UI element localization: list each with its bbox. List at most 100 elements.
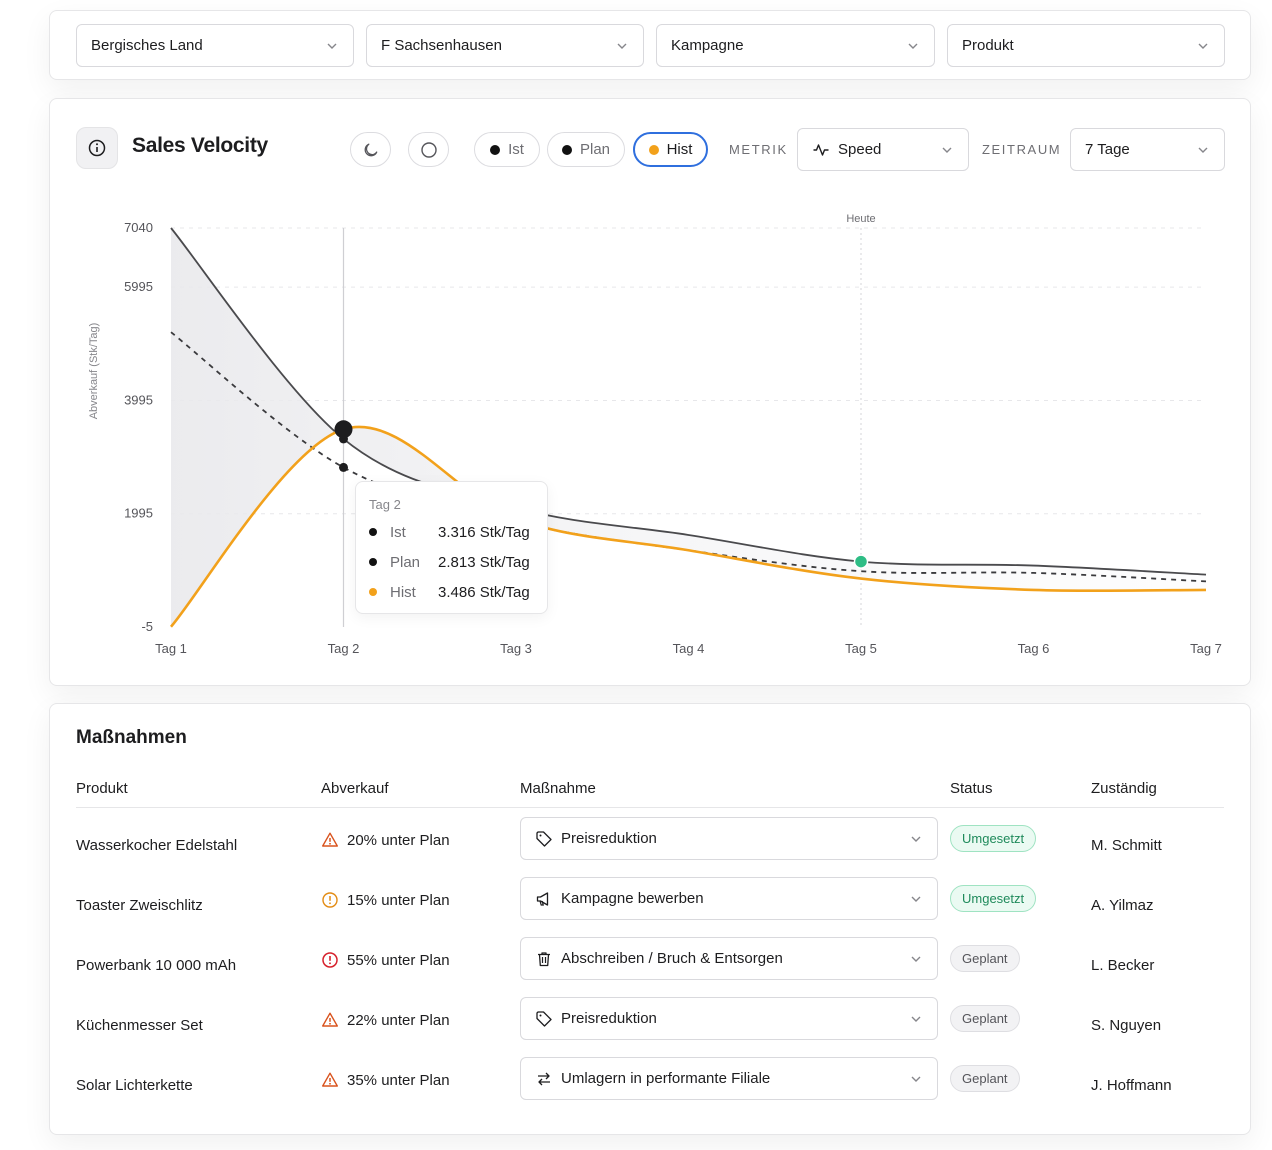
y-tick-label: 1995 xyxy=(124,506,153,521)
today-label: Heute xyxy=(846,213,875,225)
chevron-down-icon xyxy=(909,1012,923,1030)
x-tick-label: Tag 1 xyxy=(155,641,187,656)
sales-status: 35% unter Plan xyxy=(321,1071,450,1089)
table-row: Küchenmesser Set 22% unter Plan Preisreduk… xyxy=(50,997,1250,1057)
warning-triangle-icon xyxy=(321,1071,339,1089)
measures-card: Maßnahmen Produkt Abverkauf Maßnahme Sta… xyxy=(49,703,1251,1135)
product-name: Küchenmesser Set xyxy=(76,1017,203,1034)
metric-select[interactable]: Speed xyxy=(797,128,969,171)
today-marker xyxy=(853,554,869,569)
series-dot-plan xyxy=(561,144,572,155)
tooltip-dot xyxy=(369,588,377,596)
info-button[interactable] xyxy=(76,127,118,169)
series-line-hist xyxy=(170,425,1207,628)
store-select[interactable]: F Sachsenhausen xyxy=(366,24,644,67)
period-select[interactable]: 7 Tage xyxy=(1070,128,1225,171)
sales-status: 20% unter Plan xyxy=(321,831,450,849)
marker-hist xyxy=(334,420,353,439)
table-row: Solar Lichterkette 35% unter Plan Umlagern… xyxy=(50,1057,1250,1117)
metric-select-value: Speed xyxy=(838,141,882,158)
period-label: ZEITRAUM xyxy=(982,142,1062,157)
sales-status-text: 20% unter Plan xyxy=(347,831,450,849)
metric-label: METRIK xyxy=(729,142,788,157)
status-badge: Geplant xyxy=(950,945,1020,972)
y-tick-label: -5 xyxy=(141,619,153,634)
chevron-down-icon xyxy=(909,952,923,970)
chevron-down-icon xyxy=(325,39,339,53)
toggle-ist[interactable]: Ist xyxy=(474,132,540,167)
sales-status: 15% unter Plan xyxy=(321,891,450,909)
measures-title: Maßnahmen xyxy=(76,727,187,748)
trash-icon xyxy=(535,950,553,968)
status-badge: Geplant xyxy=(950,1005,1020,1032)
tag-icon xyxy=(535,830,553,848)
toggle-hist[interactable]: Hist xyxy=(633,132,708,167)
x-tick-label: Tag 5 xyxy=(845,641,877,656)
status-badge: Umgesetzt xyxy=(950,885,1037,912)
x-tick-label: Tag 3 xyxy=(500,641,532,656)
action-select[interactable]: Preisreduktion xyxy=(520,997,938,1040)
chevron-down-icon xyxy=(1196,39,1210,53)
tag-icon xyxy=(535,1010,553,1028)
period-select-value: 7 Tage xyxy=(1085,141,1130,158)
action-select-value: Abschreiben / Bruch & Entsorgen xyxy=(561,950,783,967)
megaphone-icon xyxy=(535,890,553,908)
chevron-down-icon xyxy=(909,892,923,910)
column-header-owner: Zuständig xyxy=(1091,780,1157,797)
sales-velocity-card: Sales Velocity Ist Plan Hist METRIK Spee… xyxy=(49,98,1251,686)
product-select-value: Produkt xyxy=(962,37,1014,54)
product-name: Solar Lichterkette xyxy=(76,1077,193,1094)
chevron-down-icon xyxy=(906,39,920,53)
region-select[interactable]: Bergisches Land xyxy=(76,24,354,67)
owner-name: M. Schmitt xyxy=(1091,837,1162,854)
y-tick-label: 5995 xyxy=(124,279,153,294)
transfer-arrows-icon xyxy=(535,1070,553,1088)
product-name: Powerbank 10 000 mAh xyxy=(76,957,237,974)
column-header-action: Maßnahme xyxy=(520,780,596,797)
light-mode-toggle[interactable] xyxy=(408,132,449,167)
owner-name: S. Nguyen xyxy=(1091,1017,1162,1034)
action-select[interactable]: Umlagern in performante Filiale xyxy=(520,1057,938,1100)
action-select[interactable]: Abschreiben / Bruch & Entsorgen xyxy=(520,937,938,980)
action-select[interactable]: Preisreduktion xyxy=(520,817,938,860)
x-tick-label: Tag 7 xyxy=(1190,641,1222,656)
tooltip-series-value: 2.813 Stk/Tag xyxy=(438,553,530,571)
status-badge: Geplant xyxy=(950,1065,1020,1092)
ist-hist-band xyxy=(171,228,1206,627)
action-select[interactable]: Kampagne bewerben xyxy=(520,877,938,920)
sales-status-text: 22% unter Plan xyxy=(347,1011,450,1029)
tooltip-series-value: 3.316 Stk/Tag xyxy=(438,523,530,541)
tooltip-row-plan: Plan 2.813 Stk/Tag xyxy=(369,552,530,572)
sales-velocity-chart[interactable]: Abverkauf (Stk/Tag)7040599539951995-5Tag… xyxy=(50,99,1252,687)
marker-plan xyxy=(339,462,348,472)
product-name: Toaster Zweischlitz xyxy=(76,897,203,914)
store-select-value: F Sachsenhausen xyxy=(381,37,502,54)
series-dot-hist xyxy=(648,144,659,155)
toggle-hist-label: Hist xyxy=(666,141,693,158)
sales-status-text: 15% unter Plan xyxy=(347,891,450,909)
chevron-down-icon xyxy=(940,143,954,157)
chevron-down-icon xyxy=(909,832,923,850)
error-circle-icon xyxy=(321,951,339,969)
status-badge: Umgesetzt xyxy=(950,825,1037,852)
table-row: Toaster Zweischlitz 15% unter Plan Kampagn… xyxy=(50,877,1250,937)
column-header-status: Status xyxy=(950,780,993,797)
y-tick-label: 7040 xyxy=(124,220,153,235)
dark-mode-toggle[interactable] xyxy=(350,132,391,167)
sales-status: 55% unter Plan xyxy=(321,951,450,969)
toggle-plan-label: Plan xyxy=(579,141,611,158)
tooltip-series-name: Plan xyxy=(390,553,421,571)
tooltip-row-ist: Ist 3.316 Stk/Tag xyxy=(369,522,530,542)
warning-triangle-icon xyxy=(321,1011,339,1029)
tooltip-row-hist: Hist 3.486 Stk/Tag xyxy=(369,582,530,602)
campaign-select-value: Kampagne xyxy=(671,37,744,54)
sales-status: 22% unter Plan xyxy=(321,1011,450,1029)
toggle-plan[interactable]: Plan xyxy=(547,132,625,167)
campaign-select[interactable]: Kampagne xyxy=(656,24,935,67)
header-divider xyxy=(76,807,1224,808)
owner-name: A. Yilmaz xyxy=(1091,897,1154,914)
tooltip-dot xyxy=(369,528,377,536)
series-line-plan xyxy=(170,331,1207,583)
tooltip-series-name: Hist xyxy=(390,583,416,601)
product-select[interactable]: Produkt xyxy=(947,24,1225,67)
